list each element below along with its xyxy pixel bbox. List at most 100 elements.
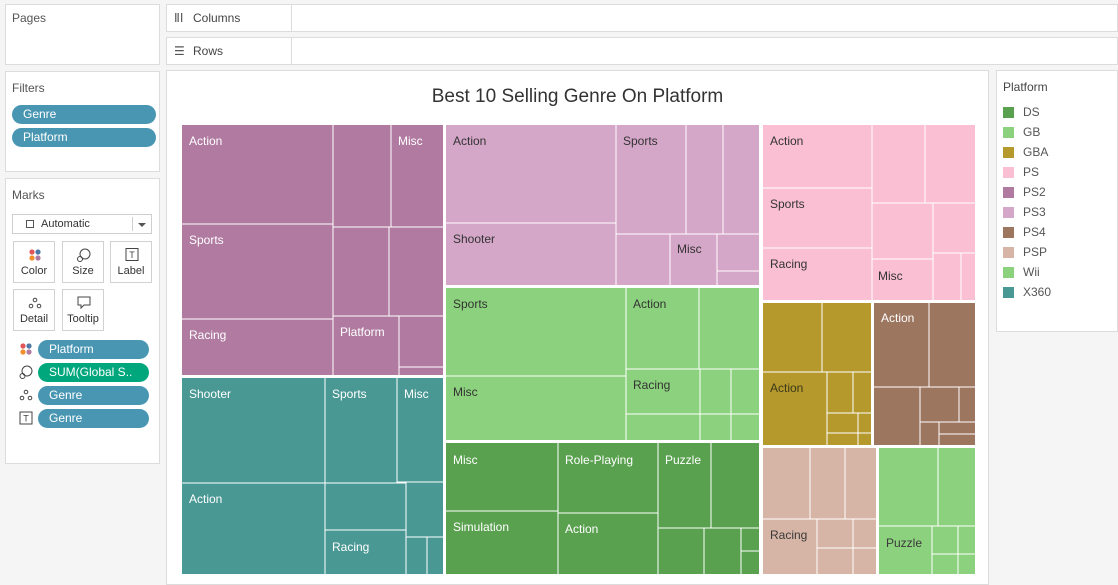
treemap-cell[interactable] bbox=[332, 226, 390, 317]
filters-card[interactable]: Filters Genre Platform bbox=[5, 71, 160, 172]
filter-pill-platform[interactable]: Platform bbox=[12, 128, 156, 147]
treemap-cell[interactable] bbox=[852, 518, 878, 549]
treemap-cell[interactable] bbox=[444, 510, 559, 576]
treemap-cell[interactable] bbox=[761, 301, 823, 373]
treemap-cell[interactable] bbox=[730, 413, 761, 442]
label-button[interactable]: T Label bbox=[110, 241, 152, 283]
treemap-cell[interactable] bbox=[444, 375, 627, 442]
treemap-cell[interactable] bbox=[919, 386, 960, 423]
treemap-cell[interactable] bbox=[877, 446, 939, 527]
treemap-cell[interactable] bbox=[388, 226, 445, 317]
treemap-cell[interactable] bbox=[740, 550, 761, 576]
treemap-cell[interactable] bbox=[698, 286, 761, 370]
treemap-cell[interactable] bbox=[932, 252, 962, 302]
treemap-cell[interactable] bbox=[398, 315, 445, 368]
mark-type-dropdown[interactable]: Automatic bbox=[12, 214, 152, 234]
treemap-block-gb[interactable] bbox=[877, 446, 977, 576]
treemap-cell[interactable] bbox=[324, 376, 398, 484]
treemap-cell[interactable] bbox=[932, 202, 977, 254]
treemap-cell[interactable] bbox=[699, 368, 732, 415]
marks-field-genre-label[interactable]: Genre bbox=[38, 409, 149, 428]
treemap-cell[interactable] bbox=[625, 413, 701, 442]
treemap-cell[interactable] bbox=[809, 446, 846, 520]
treemap-block-wii[interactable] bbox=[444, 286, 761, 442]
platform-legend[interactable]: Platform DS GB GBA PS PS2 PS3 PS4 PSP Wii X360 bbox=[996, 70, 1118, 332]
treemap-cell[interactable] bbox=[405, 481, 445, 538]
detail-button[interactable]: Detail bbox=[13, 289, 55, 331]
treemap-cell[interactable] bbox=[730, 368, 761, 415]
treemap-cell[interactable] bbox=[871, 258, 934, 302]
treemap-cell[interactable] bbox=[857, 432, 873, 447]
tooltip-button[interactable]: Tooltip bbox=[62, 289, 104, 331]
treemap-cell[interactable] bbox=[396, 376, 445, 483]
treemap-cell[interactable] bbox=[761, 371, 828, 447]
treemap-cell[interactable] bbox=[826, 371, 854, 414]
treemap-cell[interactable] bbox=[761, 446, 811, 520]
treemap-cell[interactable] bbox=[615, 233, 671, 287]
treemap-cell[interactable] bbox=[871, 123, 926, 204]
size-button[interactable]: Size bbox=[62, 241, 104, 283]
treemap-cell[interactable] bbox=[716, 233, 761, 272]
filter-pill-genre[interactable]: Genre bbox=[12, 105, 156, 124]
treemap-cell[interactable] bbox=[710, 441, 761, 529]
treemap-cell[interactable] bbox=[625, 286, 700, 370]
treemap-cell[interactable] bbox=[958, 386, 977, 423]
treemap-cell[interactable] bbox=[180, 376, 326, 484]
treemap-block-ps[interactable] bbox=[761, 123, 977, 302]
treemap-cell[interactable] bbox=[931, 553, 959, 576]
treemap-cell[interactable] bbox=[852, 371, 873, 414]
treemap-cell[interactable] bbox=[924, 123, 977, 204]
marks-field-platform[interactable]: Platform bbox=[38, 340, 149, 359]
treemap-cell[interactable] bbox=[332, 315, 400, 377]
treemap-cell[interactable] bbox=[852, 547, 878, 576]
treemap-cell[interactable] bbox=[938, 433, 977, 447]
pages-card[interactable]: Pages bbox=[5, 4, 160, 65]
treemap-cell[interactable] bbox=[722, 123, 761, 235]
treemap-block-ps2[interactable] bbox=[180, 123, 445, 377]
treemap-cell[interactable] bbox=[928, 301, 977, 388]
treemap-cell[interactable] bbox=[332, 123, 392, 228]
treemap-cell[interactable] bbox=[740, 527, 761, 552]
treemap-cell[interactable] bbox=[685, 123, 724, 235]
treemap-block-ps3[interactable] bbox=[444, 123, 761, 287]
treemap-cell[interactable] bbox=[816, 547, 854, 576]
treemap-cell[interactable] bbox=[871, 202, 934, 260]
treemap-cell[interactable] bbox=[826, 412, 859, 434]
treemap-cell[interactable] bbox=[937, 446, 977, 527]
treemap-cell[interactable] bbox=[844, 446, 878, 520]
treemap-block-gba[interactable] bbox=[761, 301, 873, 447]
treemap-cell[interactable] bbox=[919, 421, 940, 447]
treemap-cell[interactable] bbox=[821, 301, 873, 373]
treemap-cell[interactable] bbox=[761, 247, 873, 302]
treemap-cell[interactable] bbox=[324, 529, 407, 576]
treemap-cell[interactable] bbox=[625, 368, 701, 415]
treemap-cell[interactable] bbox=[761, 187, 873, 249]
rows-shelf[interactable]: ☰ Rows bbox=[166, 37, 1118, 65]
treemap-cell[interactable] bbox=[938, 421, 977, 435]
treemap-cell[interactable] bbox=[716, 270, 761, 287]
treemap-cell[interactable] bbox=[877, 525, 933, 576]
treemap-cell[interactable] bbox=[872, 301, 930, 388]
treemap-cell[interactable] bbox=[699, 413, 732, 442]
marks-field-sum-global-sales[interactable]: SUM(Global S.. bbox=[38, 363, 149, 382]
treemap-cell[interactable] bbox=[826, 432, 859, 447]
color-button[interactable]: Color bbox=[13, 241, 55, 283]
treemap-block-ds[interactable] bbox=[444, 441, 761, 576]
treemap-cell[interactable] bbox=[931, 525, 959, 555]
marks-field-genre-detail[interactable]: Genre bbox=[38, 386, 149, 405]
treemap-cell[interactable] bbox=[180, 482, 326, 576]
treemap-cell[interactable] bbox=[957, 525, 977, 555]
treemap-cell[interactable] bbox=[957, 553, 977, 576]
treemap-cell[interactable] bbox=[657, 527, 705, 576]
treemap-cell[interactable] bbox=[444, 222, 617, 287]
treemap-cell[interactable] bbox=[816, 518, 854, 549]
treemap-cell[interactable] bbox=[324, 482, 407, 531]
treemap-cell[interactable] bbox=[180, 318, 334, 377]
treemap-block-x360[interactable] bbox=[180, 376, 445, 576]
treemap-block-psp[interactable] bbox=[761, 446, 878, 576]
columns-shelf[interactable]: ⅡⅠ Columns bbox=[166, 4, 1118, 32]
treemap-cell[interactable] bbox=[557, 512, 659, 576]
treemap-cell[interactable] bbox=[960, 252, 977, 302]
treemap-cell[interactable] bbox=[703, 527, 742, 576]
